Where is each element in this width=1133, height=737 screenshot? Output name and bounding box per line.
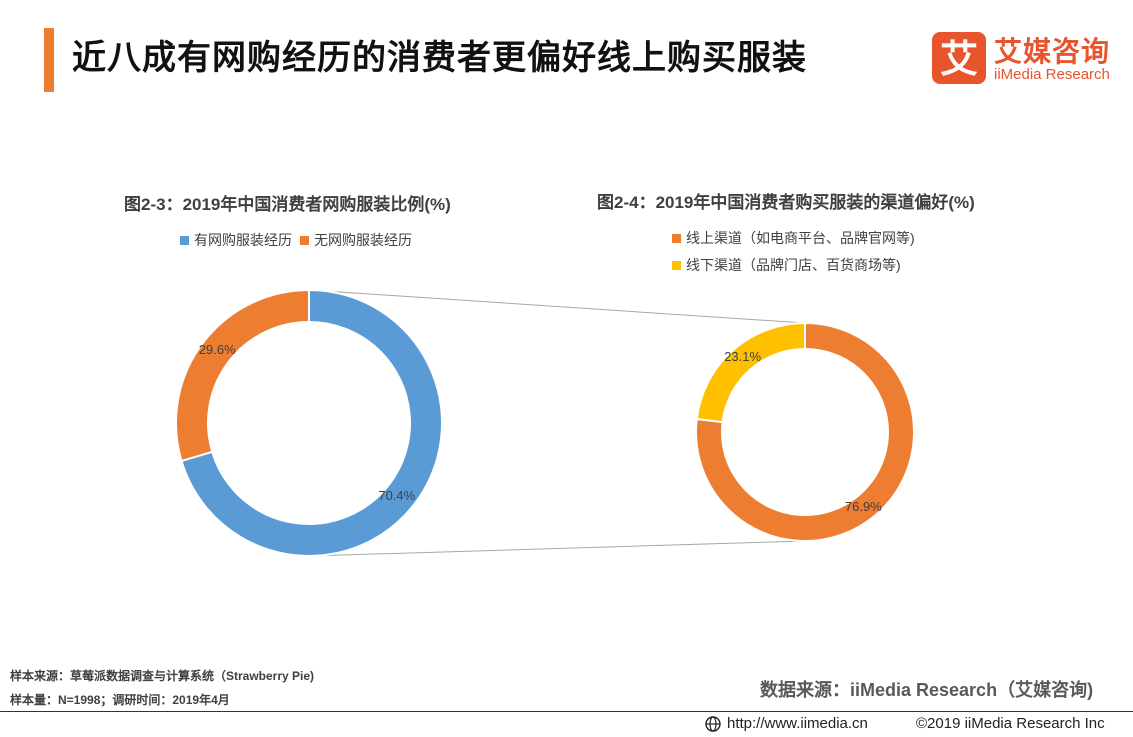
logo-name-cn: 艾媒咨询 [994, 36, 1111, 67]
chart1-label-1: 70.4% [378, 488, 415, 503]
sample-source-note: 样本来源：草莓派数据调查与计算系统（Strawberry Pie) [10, 669, 315, 683]
legend-label: 无网购服装经历 [314, 232, 412, 248]
chart1-slice-1 [180, 288, 443, 557]
chart2-slice-2 [695, 321, 806, 424]
legend-swatch [300, 235, 309, 245]
footer-copyright: ©2019 iiMedia Research Inc [916, 715, 1105, 732]
legend-item-online-experience: 有网购服装经历 [180, 230, 292, 250]
iimedia-logo: 艾 艾媒咨询 iiMedia Research [932, 30, 1122, 90]
logo-mark-char: 艾 [940, 37, 978, 81]
legend-label: 线下渠道（品牌门店、百货商场等) [686, 257, 901, 273]
sample-size-note: 样本量：N=1998；调研时间：2019年4月 [10, 693, 230, 707]
chart1-slice-2 [175, 288, 310, 463]
globe-icon [705, 715, 721, 732]
legend-item-online-channel: 线上渠道（如电商平台、品牌官网等) [672, 228, 915, 248]
connector-line-top [308, 289, 806, 324]
legend-item-offline-channel: 线下渠道（品牌门店、百货商场等) [672, 255, 915, 275]
legend-swatch [672, 260, 681, 270]
chart1-label-2: 29.6% [199, 342, 236, 357]
logo-mark-icon: 艾 [932, 32, 986, 84]
chart2-legend: 线上渠道（如电商平台、品牌官网等) 线下渠道（品牌门店、百货商场等) [672, 228, 923, 282]
legend-label: 有网购服装经历 [194, 232, 292, 248]
footer-divider [0, 711, 1133, 712]
chart2-label-2: 23.1% [724, 349, 761, 364]
chart2-slice-1 [695, 321, 915, 542]
footer-url[interactable]: http://www.iimedia.cn [705, 715, 868, 732]
page-title: 近八成有网购经历的消费者更偏好线上购买服装 [72, 39, 807, 77]
chart1-legend: 有网购服装经历 无网购服装经历 [180, 230, 420, 250]
chart2-title: 图2-4：2019年中国消费者购买服装的渠道偏好(%) [597, 193, 975, 212]
logo-name-en: iiMedia Research [994, 66, 1110, 83]
chart2-label-1: 76.9% [845, 499, 882, 514]
legend-swatch [672, 233, 681, 243]
chart1-title: 图2-3：2019年中国消费者网购服装比例(%) [124, 195, 451, 214]
data-source: 数据来源：iiMedia Research（艾媒咨询) [760, 680, 1094, 700]
legend-label: 线上渠道（如电商平台、品牌官网等) [686, 230, 915, 246]
legend-item-no-experience: 无网购服装经历 [300, 230, 412, 250]
legend-swatch [180, 235, 189, 245]
connector-line-bottom [308, 540, 806, 557]
footer-url-text[interactable]: http://www.iimedia.cn [727, 715, 868, 732]
title-accent-bar [44, 28, 54, 92]
